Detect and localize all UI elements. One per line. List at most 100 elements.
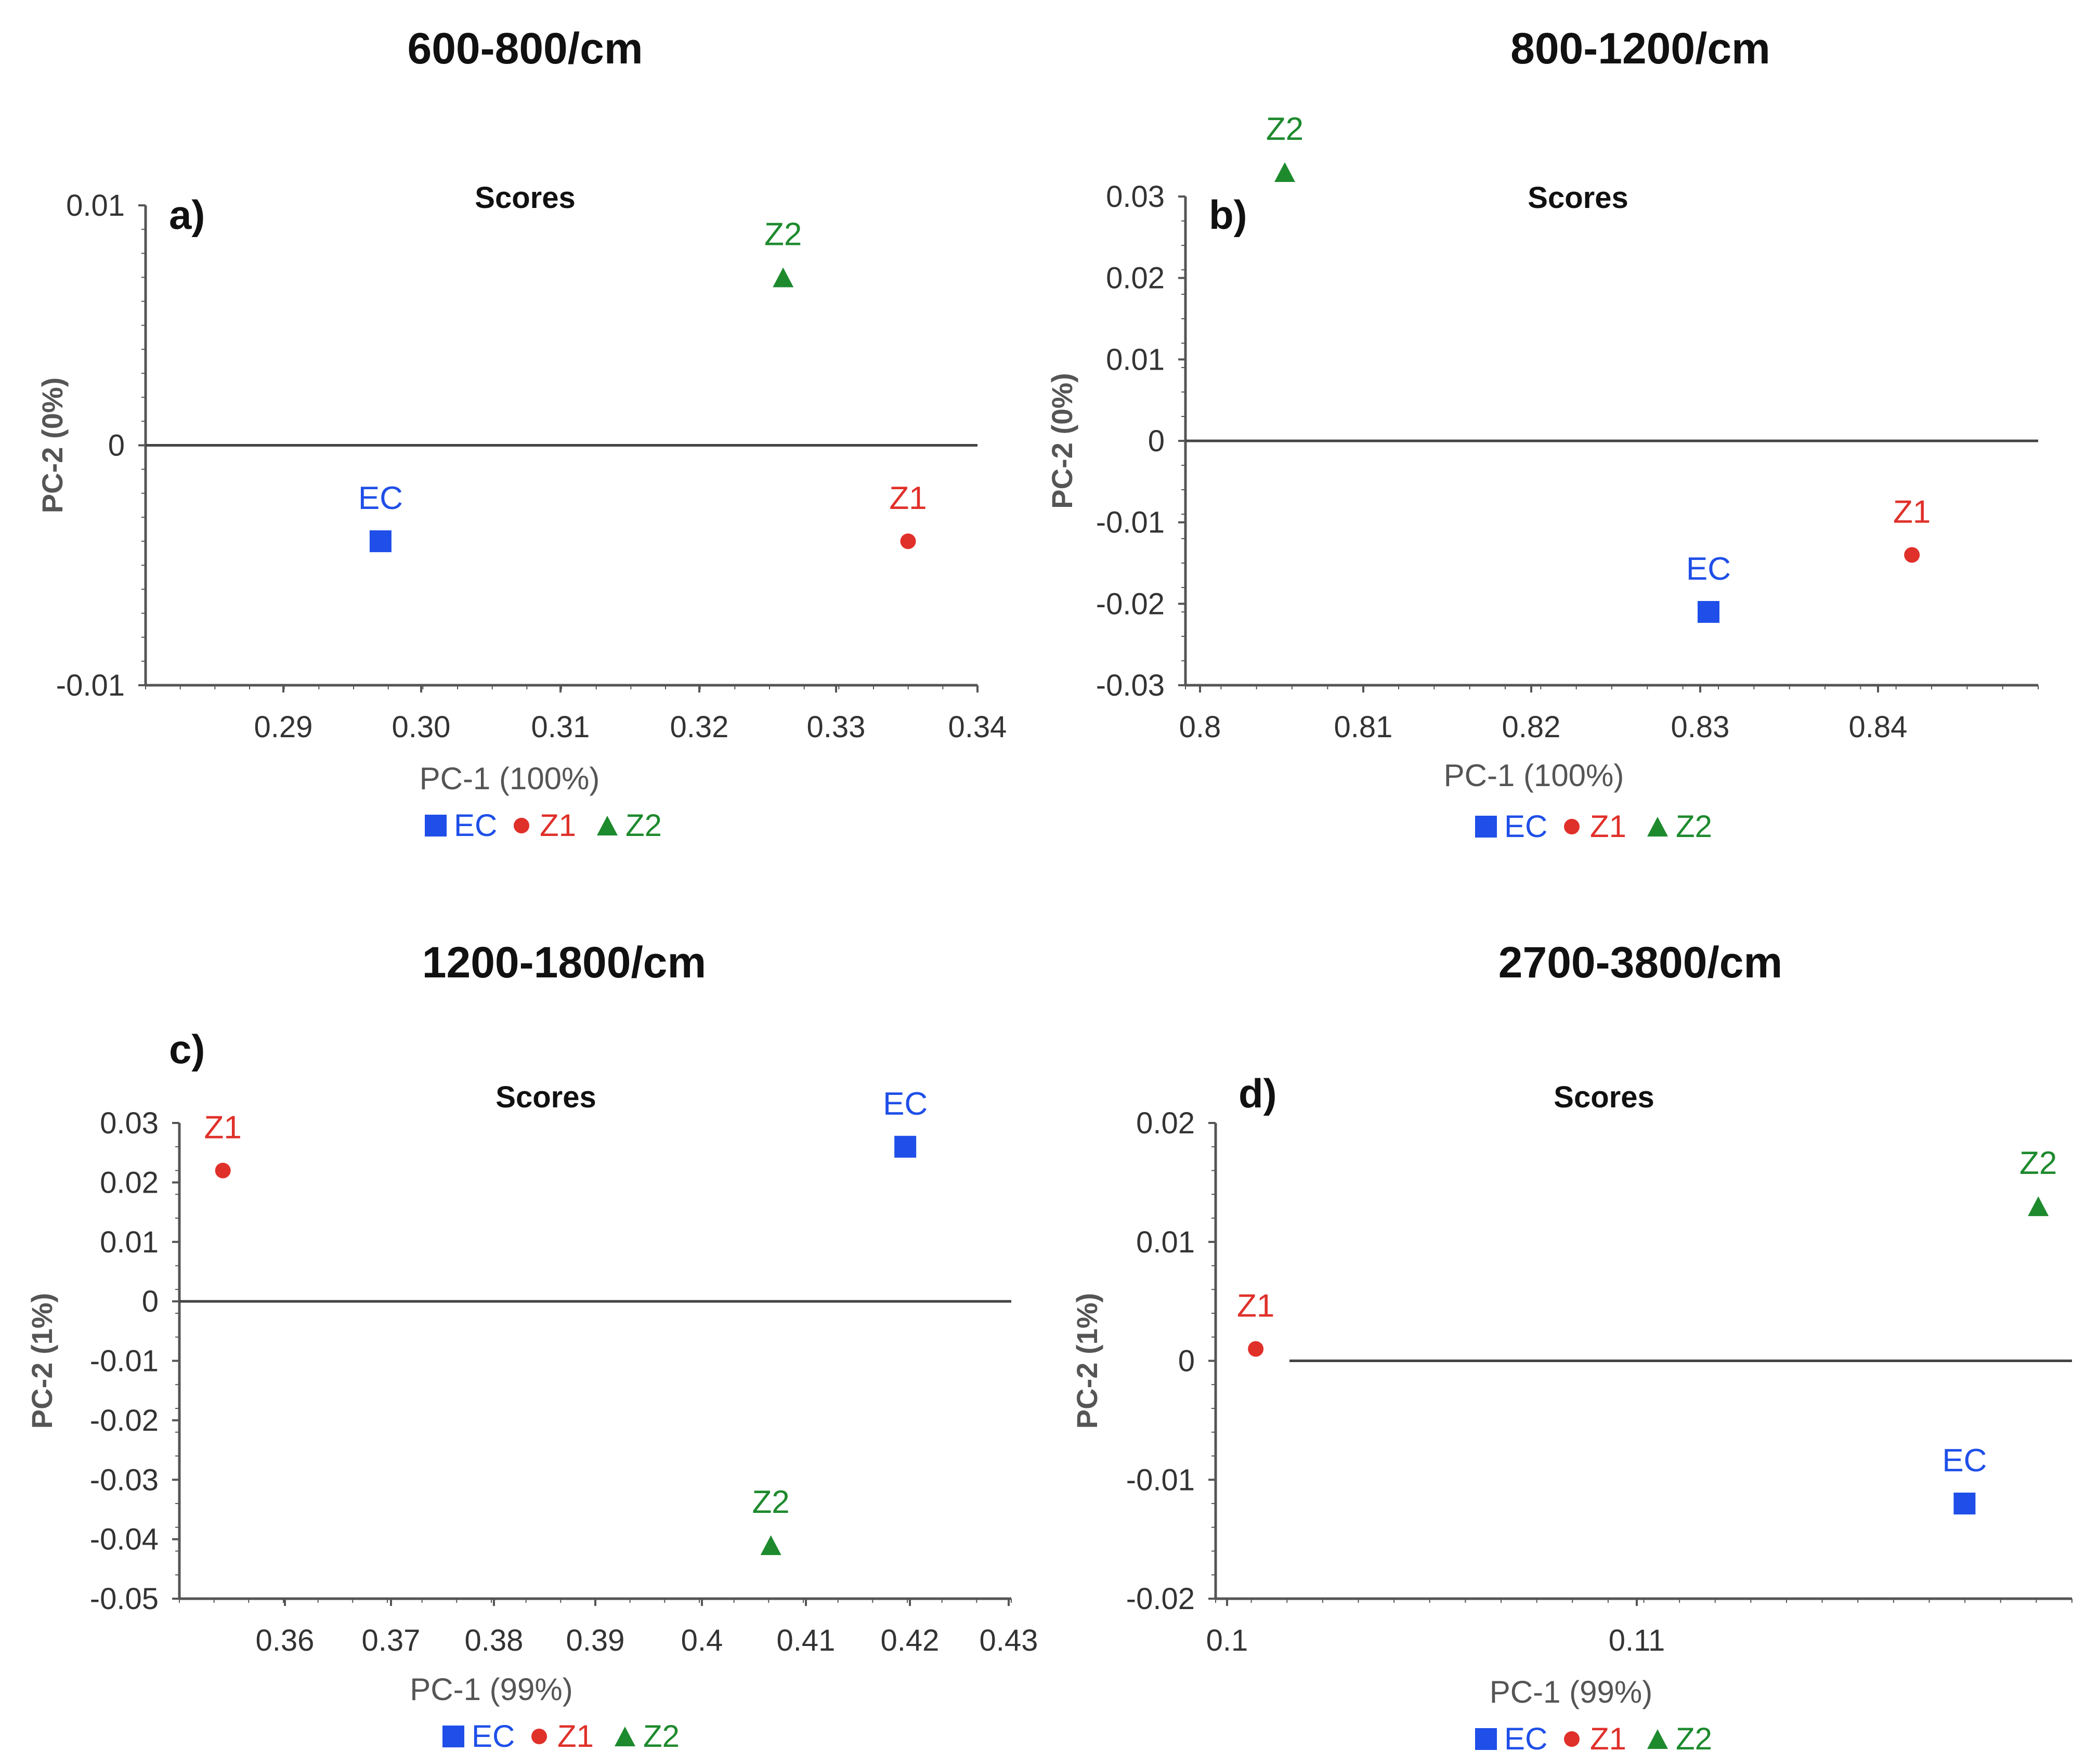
legend-marker-ec — [1475, 816, 1497, 838]
panel-title: 2700-3800/cm — [1498, 938, 1782, 987]
legend-marker-ec — [1475, 1728, 1497, 1750]
panel-title: 600-800/cm — [407, 24, 643, 73]
point-label-z1: Z1 — [1237, 1288, 1274, 1324]
point-z2 — [1274, 162, 1295, 182]
y-tick-label: 0 — [1148, 424, 1165, 458]
x-tick-label: 0.82 — [1502, 710, 1561, 744]
point-z1 — [1248, 1341, 1264, 1357]
scores-panel-c: 1200-1800/cm c) Scores 0.03 0.02 0.01 0 -0.01 -0… — [25, 938, 1038, 1754]
legend-marker-ec — [442, 1726, 464, 1747]
point-z2 — [760, 1535, 781, 1556]
legend-label-ec: EC — [472, 1719, 515, 1754]
point-ec — [1698, 601, 1719, 623]
legend-marker-z2 — [1647, 1729, 1668, 1749]
x-tick-label: 0.83 — [1671, 710, 1730, 744]
legend-label-ec: EC — [1504, 1721, 1547, 1756]
point-label-ec: EC — [1942, 1443, 1987, 1479]
x-tick-label: 0.37 — [362, 1624, 421, 1657]
y-tick-label: -0.03 — [1096, 669, 1165, 702]
x-axis-label: PC-1 (99%) — [1490, 1675, 1652, 1709]
y-tick-label: -0.04 — [90, 1523, 159, 1557]
point-label-z1: Z1 — [889, 480, 927, 516]
x-tick-label: 0.8 — [1179, 710, 1221, 744]
x-tick-label: 0.38 — [465, 1624, 524, 1657]
x-tick-label: 0.42 — [881, 1624, 940, 1657]
y-tick-label: -0.03 — [90, 1463, 159, 1497]
legend-label-z1: Z1 — [1590, 809, 1626, 844]
x-tick-label: 0.32 — [670, 710, 729, 744]
panel-title: 800-1200/cm — [1510, 24, 1770, 73]
x-axis-label: PC-1 (100%) — [420, 761, 600, 796]
point-z1 — [1904, 547, 1920, 563]
y-tick-label: 0.03 — [1106, 180, 1165, 214]
y-tick-label: -0.02 — [90, 1404, 159, 1438]
chart-subtitle: Scores — [1554, 1080, 1654, 1114]
point-label-z2: Z2 — [2019, 1145, 2057, 1181]
x-tick-label: 0.41 — [777, 1624, 836, 1657]
scores-panel-d: 2700-3800/cm d) Scores 0.02 0.01 0 -0.01 -0.02 0… — [1071, 938, 2072, 1756]
x-tick-label: 0.33 — [807, 710, 866, 744]
x-axis-label: PC-1 (99%) — [410, 1672, 572, 1707]
legend-label-z1: Z1 — [1590, 1721, 1626, 1756]
y-tick-label: 0.01 — [1106, 343, 1165, 376]
x-tick-label: 0.11 — [1609, 1624, 1665, 1657]
point-z2 — [2028, 1196, 2049, 1217]
legend-marker-z2 — [615, 1727, 635, 1746]
y-tick-label: -0.01 — [90, 1344, 159, 1378]
x-tick-label: 0.81 — [1334, 710, 1393, 744]
legend-label-z1: Z1 — [540, 808, 576, 843]
point-label-z2: Z2 — [764, 216, 802, 252]
y-tick-label: -0.01 — [56, 669, 125, 702]
x-tick-label: 0.43 — [980, 1624, 1038, 1657]
scores-panel-b: 800-1200/cm b) Scores 0.03 0.02 0.01 0 -0.01 -0.… — [1046, 24, 2039, 844]
point-label-ec: EC — [883, 1086, 928, 1122]
legend-marker-z1 — [514, 818, 529, 833]
x-tick-label: 0.29 — [254, 710, 313, 744]
x-tick-label: 0.84 — [1849, 710, 1908, 744]
chart-subtitle: Scores — [1528, 181, 1628, 215]
y-tick-label: 0 — [108, 429, 125, 463]
panel-letter: a) — [169, 192, 205, 238]
x-tick-label: 0.30 — [392, 710, 451, 744]
point-label-z2: Z2 — [752, 1484, 789, 1520]
y-tick-label: -0.01 — [1126, 1463, 1195, 1497]
point-z2 — [773, 267, 794, 288]
legend-label-z2: Z2 — [625, 808, 662, 843]
x-axis-label: PC-1 (100%) — [1444, 758, 1624, 793]
legend-marker-z2 — [1647, 817, 1668, 837]
legend-label-z2: Z2 — [643, 1719, 680, 1754]
point-label-ec: EC — [1686, 551, 1731, 587]
y-tick-label: 0.02 — [1136, 1106, 1195, 1140]
legend-marker-z2 — [597, 816, 618, 835]
point-z1 — [900, 533, 916, 550]
legend-label-ec: EC — [1504, 809, 1547, 844]
legend-label-ec: EC — [454, 808, 497, 843]
point-ec — [369, 530, 392, 553]
chart-subtitle: Scores — [496, 1080, 596, 1114]
x-tick-label: 0.31 — [531, 710, 590, 744]
panel-letter: c) — [169, 1026, 205, 1072]
y-tick-label: 0.02 — [100, 1166, 159, 1199]
y-tick-label: 0.02 — [1106, 262, 1165, 295]
panel-title: 1200-1800/cm — [422, 938, 706, 987]
y-tick-label: 0 — [142, 1285, 159, 1318]
x-tick-label: 0.1 — [1206, 1624, 1248, 1657]
y-axis-label: PC-2 (1%) — [25, 1293, 58, 1429]
y-tick-label: 0.03 — [100, 1106, 159, 1140]
x-tick-label: 0.34 — [948, 710, 1007, 744]
y-tick-label: 0.01 — [100, 1225, 159, 1259]
point-z1 — [215, 1162, 231, 1179]
y-axis-label: PC-2 (0%) — [36, 377, 69, 513]
point-ec — [1953, 1493, 1976, 1514]
y-tick-label: -0.05 — [90, 1582, 159, 1616]
legend-marker-ec — [425, 815, 447, 837]
point-label-ec: EC — [358, 480, 403, 516]
y-tick-label: 0.01 — [66, 189, 125, 223]
legend-marker-z1 — [1564, 819, 1580, 834]
y-tick-label: 0 — [1178, 1344, 1195, 1378]
legend-marker-z1 — [1564, 1731, 1580, 1747]
legend-marker-z1 — [531, 1729, 547, 1744]
point-label-z1: Z1 — [204, 1110, 242, 1146]
